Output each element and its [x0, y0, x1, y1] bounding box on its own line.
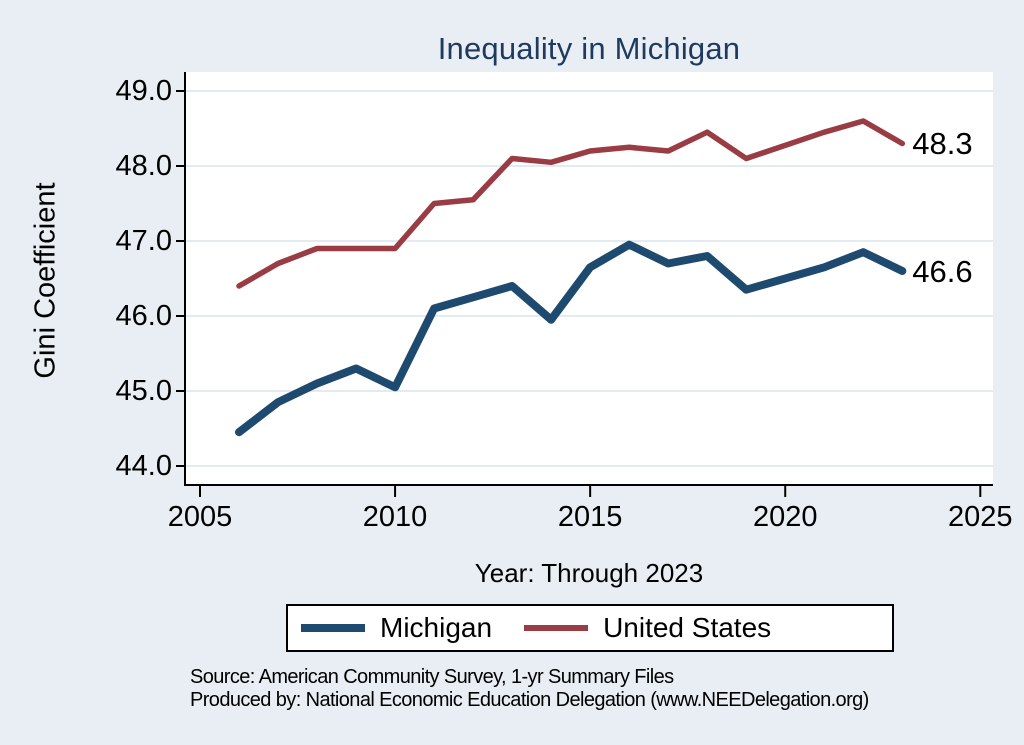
- y-tick-label: 44.0: [115, 449, 172, 482]
- x-tick-label: 2005: [167, 501, 233, 533]
- chart-title: Inequality in Michigan: [437, 31, 741, 66]
- united-states-line-swatch: [524, 625, 589, 631]
- y-tick-label: 49.0: [115, 74, 172, 107]
- united-states-line: [236, 118, 906, 289]
- legend-label-michigan: Michigan: [380, 612, 493, 643]
- y-tick-label: 48.0: [115, 149, 172, 182]
- x-tick-label: 2025: [948, 501, 1013, 533]
- y-tick-label: 47.0: [115, 224, 172, 257]
- x-tick-label: 2020: [752, 501, 818, 533]
- legend: Michigan United States: [286, 604, 894, 652]
- michigan-end-value-label: 46.6: [912, 253, 973, 289]
- x-tick-label: 2015: [557, 501, 623, 533]
- legend-label-united-states: United States: [603, 612, 772, 643]
- plot-background: [185, 72, 993, 485]
- axes: [184, 72, 993, 486]
- source-line: Source: American Community Survey, 1-yr …: [190, 666, 674, 688]
- y-tick-label: 45.0: [115, 374, 172, 407]
- michigan-line-swatch: [301, 624, 365, 632]
- produced-by-line: Produced by: National Economic Education…: [190, 689, 869, 711]
- gridlines: [185, 90, 993, 467]
- series-lines: [235, 118, 907, 437]
- michigan-line: [235, 240, 907, 437]
- y-tick-label: 46.0: [115, 299, 172, 332]
- tick-marks: [176, 90, 982, 497]
- x-tick-label: 2010: [362, 501, 428, 533]
- x-axis-title: Year: Through 2023: [474, 558, 704, 588]
- source-notes: Source: American Community Survey, 1-yr …: [190, 666, 990, 712]
- us-end-value-label: 48.3: [912, 126, 973, 161]
